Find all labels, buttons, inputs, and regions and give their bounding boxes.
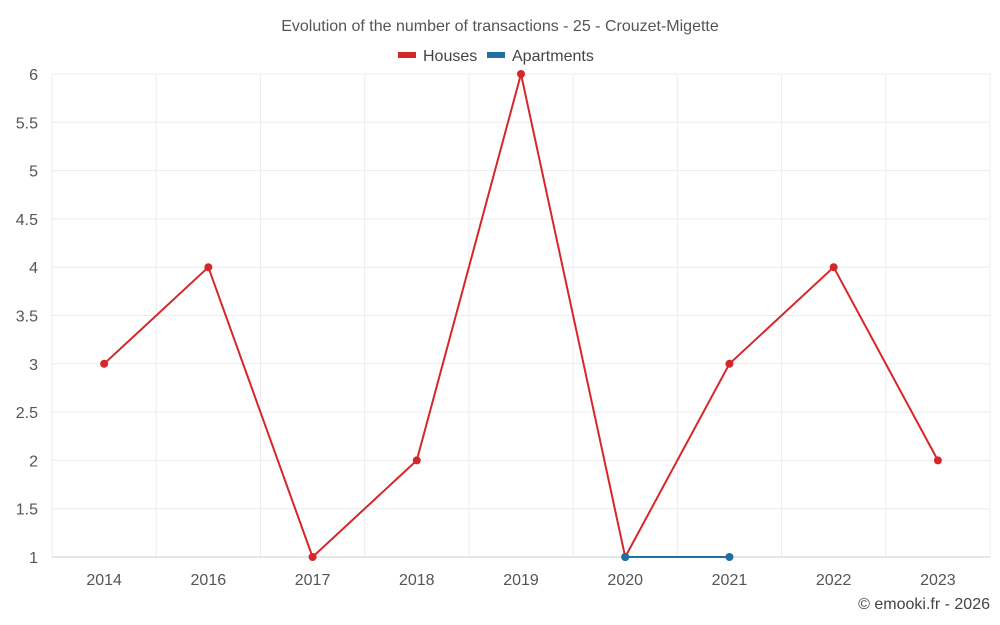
- legend-label: Houses: [423, 48, 477, 65]
- y-tick-label: 2.5: [16, 405, 38, 422]
- grid: [51, 73, 991, 557]
- x-tick-label: 2019: [503, 572, 539, 589]
- x-axis: 2014 2016 2017 2018 2019 2020 2021 2022 2023: [52, 556, 990, 589]
- data-point-houses[interactable]: [308, 553, 317, 561]
- data-point-houses[interactable]: [829, 263, 838, 272]
- y-tick-label: 6: [29, 67, 38, 84]
- data-point-apartments[interactable]: [725, 553, 734, 561]
- x-tick-label: 2018: [399, 572, 435, 589]
- data-point-houses[interactable]: [100, 359, 109, 368]
- x-tick-label: 2021: [712, 572, 748, 589]
- data-point-apartments[interactable]: [621, 553, 630, 561]
- x-tick-label: 2020: [607, 572, 643, 589]
- y-tick-label: 2: [29, 453, 38, 470]
- legend-item-houses[interactable]: Houses: [398, 48, 477, 65]
- y-tick-label: 1: [29, 550, 38, 567]
- y-tick-label: 3.5: [16, 309, 38, 326]
- x-tick-label: 2017: [295, 572, 331, 589]
- legend-item-apartments[interactable]: Apartments: [487, 48, 594, 65]
- y-tick-label: 4: [29, 260, 38, 277]
- data-point-houses[interactable]: [517, 70, 525, 78]
- legend-swatch: [487, 52, 505, 58]
- y-tick-label: 3: [29, 357, 38, 374]
- chart-title: Evolution of the number of transactions …: [281, 18, 719, 35]
- legend[interactable]: Houses Apartments: [398, 48, 594, 65]
- data-point-houses[interactable]: [204, 263, 213, 272]
- x-tick-label: 2016: [191, 572, 227, 589]
- legend-label: Apartments: [512, 48, 594, 65]
- y-tick-label: 5.5: [16, 115, 38, 132]
- data-point-houses[interactable]: [725, 359, 734, 368]
- series-apartments: [621, 553, 734, 561]
- data-point-houses[interactable]: [412, 456, 421, 465]
- x-tick-label: 2014: [86, 572, 122, 589]
- credit-text: © emooki.fr - 2026: [858, 596, 990, 613]
- y-tick-label: 4.5: [16, 212, 38, 229]
- legend-swatch: [398, 52, 416, 58]
- y-tick-label: 5: [29, 164, 38, 181]
- y-axis: 1 1.5 2 2.5 3 3.5 4 4.5 5 5.5 6: [16, 67, 38, 567]
- x-tick-label: 2023: [920, 572, 956, 589]
- y-tick-label: 1.5: [16, 502, 38, 519]
- x-tick-label: 2022: [816, 572, 852, 589]
- series-layer: [100, 70, 942, 561]
- data-point-houses[interactable]: [933, 456, 942, 465]
